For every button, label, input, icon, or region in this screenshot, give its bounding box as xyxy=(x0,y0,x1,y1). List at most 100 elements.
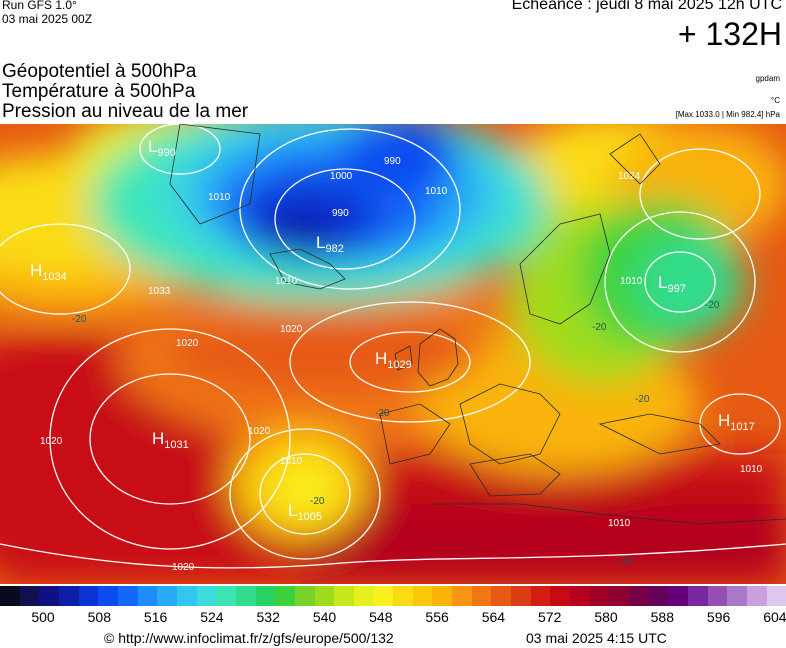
isobar-label: 1010 xyxy=(208,192,231,203)
isobar-label: 1020 xyxy=(172,562,195,573)
title-pressure: Pression au niveau de la mer xyxy=(2,101,249,122)
forecast-valid-time: Échéance : jeudi 8 mai 2025 12h UTC xyxy=(511,0,782,13)
isobar-label: 1010 xyxy=(275,276,298,287)
lead-time: + 132H xyxy=(677,16,782,52)
pressure-minmax: [Max 1033.0 | Min 982.4] hPa xyxy=(675,110,780,119)
temperature-label-group: -20 -20 -20 -20 -20 -20 -10 xyxy=(72,300,720,567)
color-scale-swatch xyxy=(530,586,551,606)
color-scale-tick-label: 588 xyxy=(650,609,674,625)
color-scale-swatch xyxy=(176,586,197,606)
color-scale-swatch xyxy=(766,586,786,606)
isobar-label: 1010 xyxy=(740,464,763,475)
color-scale-swatch xyxy=(609,586,629,606)
color-scale-swatch xyxy=(629,586,649,606)
isobar-label: 1010 xyxy=(425,186,448,197)
isobar-label: 990 xyxy=(384,156,401,167)
color-scale-tick-label: 572 xyxy=(538,609,562,625)
color-scale-swatch xyxy=(196,586,217,606)
color-scale-swatch xyxy=(432,586,453,606)
color-scale-swatch xyxy=(373,586,394,606)
color-scale-swatch xyxy=(255,586,276,606)
isobar-label: 1020 xyxy=(280,324,303,335)
isobar-label: 1010 xyxy=(280,456,303,467)
color-scale-swatch xyxy=(275,586,295,606)
run-date: 03 mai 2025 00Z xyxy=(2,12,93,26)
color-scale-tick-label: 500 xyxy=(31,609,55,625)
issued-timestamp: 03 mai 2025 4:15 UTC xyxy=(526,630,667,646)
color-scale-swatch xyxy=(452,586,472,606)
pressure-center-l: L1005 xyxy=(288,501,322,523)
isobar-label: 990 xyxy=(332,208,349,219)
color-scale-swatch xyxy=(19,586,40,606)
temperature-label: -20 xyxy=(635,394,650,405)
temperature-label: -20 xyxy=(310,496,325,507)
color-scale-swatch xyxy=(707,586,728,606)
color-scale-swatch xyxy=(746,586,767,606)
color-scale-swatch xyxy=(58,586,79,606)
temperature-label: -10 xyxy=(618,556,633,567)
run-label: Run GFS 1.0° xyxy=(2,0,77,12)
color-scale-swatch xyxy=(668,586,688,606)
weather-map: 990 990 1000 1010 1010 1020 1020 1020 1020 1010 10… xyxy=(0,124,786,584)
temperature-label: -20 xyxy=(592,322,607,333)
color-scale-tick-label: 604 xyxy=(763,609,786,625)
color-scale-swatch xyxy=(78,586,99,606)
color-scale-swatch xyxy=(353,586,374,606)
unit-temperature: °C xyxy=(771,96,780,105)
color-scale-swatch xyxy=(648,586,669,606)
title-temperature: Température à 500hPa xyxy=(2,81,196,102)
color-scale-swatch xyxy=(471,586,492,606)
pressure-center-h: H1034 xyxy=(30,261,67,283)
color-scale-swatch xyxy=(687,586,708,606)
isobar-label: 1020 xyxy=(176,338,199,349)
isobars xyxy=(0,124,786,569)
pressure-center-l: L990 xyxy=(148,137,176,159)
temperature-label: -20 xyxy=(705,300,720,311)
color-scale-swatch xyxy=(393,586,413,606)
color-scale-swatch xyxy=(98,586,118,606)
copyright-url[interactable]: © http://www.infoclimat.fr/z/gfs/europe/… xyxy=(104,630,394,646)
isobar-label: 1033 xyxy=(148,286,171,297)
color-scale-tick-label: 596 xyxy=(706,609,731,625)
color-scale-swatch xyxy=(39,586,59,606)
color-scale-swatch xyxy=(550,586,571,606)
color-scale-tick-label: 548 xyxy=(369,609,393,625)
color-scale-swatch xyxy=(334,586,354,606)
color-scale-tick-label: 532 xyxy=(256,609,280,625)
pressure-center-l: L982 xyxy=(316,233,344,255)
pressure-center-h: H1031 xyxy=(152,429,189,451)
pressure-center-h: H1017 xyxy=(718,411,755,433)
isobar-label: 1020 xyxy=(248,426,271,437)
weather-map-svg: 990 990 1000 1010 1010 1020 1020 1020 1020 1010 10… xyxy=(0,124,786,584)
isobar-label: 1024 xyxy=(618,171,641,182)
color-scale-swatch xyxy=(589,586,610,606)
color-scale-tick-label: 564 xyxy=(481,609,506,625)
temperature-label: -20 xyxy=(375,408,390,419)
color-scale-tick-label: 524 xyxy=(200,609,224,625)
isobar-label: 1020 xyxy=(40,436,63,447)
color-scale-swatch xyxy=(511,586,531,606)
color-scale-tick-label: 580 xyxy=(594,609,618,625)
color-scale-swatch xyxy=(0,586,20,606)
pressure-center-group: L990 L982 H1034 H1029 H1031 L1005 L997 H1017 xyxy=(30,137,755,523)
color-scale-swatch xyxy=(294,586,315,606)
isobar-label: 1010 xyxy=(620,276,643,287)
pressure-center-l: L997 xyxy=(658,273,686,295)
isobar-label: 1000 xyxy=(330,171,353,182)
temperature-label: -20 xyxy=(72,314,87,325)
title-geopotential: Géopotentiel à 500hPa xyxy=(2,61,197,82)
color-scale-swatch xyxy=(117,586,138,606)
color-scale-tick-label: 508 xyxy=(87,609,111,625)
color-scale-swatch xyxy=(570,586,590,606)
pressure-center-h: H1029 xyxy=(375,349,412,371)
color-scale-tick-label: 516 xyxy=(143,609,168,625)
color-scale-swatch xyxy=(235,586,256,606)
color-scale xyxy=(0,586,786,606)
color-scale-swatch xyxy=(727,586,747,606)
color-scale-swatch xyxy=(157,586,177,606)
color-scale-swatch xyxy=(412,586,433,606)
color-scale-swatch xyxy=(137,586,158,606)
color-scale-swatch xyxy=(216,586,236,606)
unit-geopotential: gpdam xyxy=(755,74,780,83)
color-scale-tick-label: 556 xyxy=(425,609,449,625)
